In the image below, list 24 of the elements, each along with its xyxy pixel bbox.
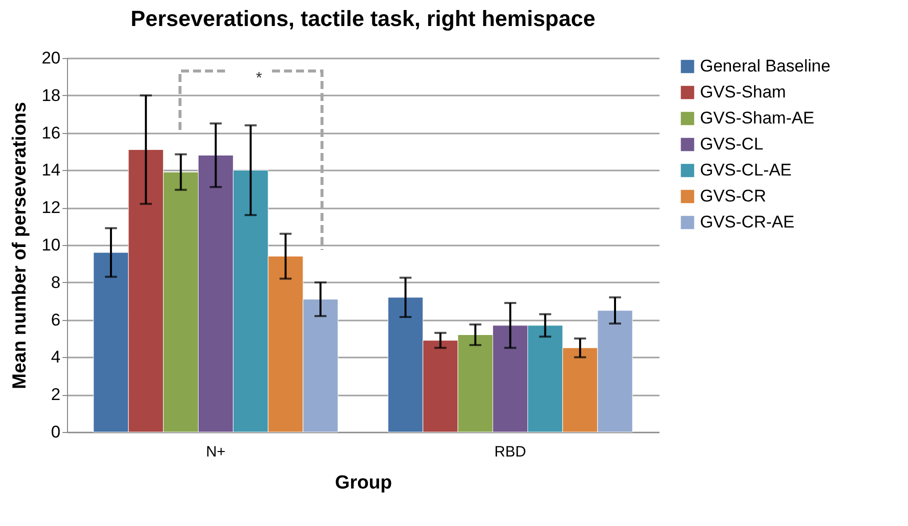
legend-label: GVS-CR-AE <box>700 212 794 232</box>
y-tick-label: 20 <box>42 48 60 68</box>
y-tick-label: 2 <box>51 385 60 404</box>
x-axis-title: Group <box>335 472 392 494</box>
y-tick-label: 8 <box>51 272 60 292</box>
y-tick-label: 12 <box>42 198 60 218</box>
legend-label: GVS-CR <box>700 186 766 206</box>
legend-label: General Baseline <box>700 56 830 76</box>
y-tick-label: 18 <box>42 86 60 105</box>
y-axis-title: Mean number of perseverations <box>10 102 31 390</box>
legend-label: GVS-Sham-AE <box>700 108 814 128</box>
y-tick-label: 0 <box>51 422 60 442</box>
y-tick-label: 4 <box>51 348 60 367</box>
x-tick-label: N+ <box>206 444 226 460</box>
x-tick-label: RBD <box>494 444 526 460</box>
legend-label: GVS-CL-AE <box>700 160 792 180</box>
legend-label: GVS-Sham <box>700 82 786 102</box>
y-tick-label: 10 <box>42 236 60 254</box>
y-tick-label: 6 <box>51 310 60 330</box>
y-tick-label: 16 <box>42 123 60 142</box>
legend-label: GVS-CL <box>700 134 764 154</box>
annotation: * <box>256 70 262 87</box>
chart-title: Perseverations, tactile task, right hemispace <box>130 6 596 31</box>
y-tick-label: 14 <box>42 160 60 180</box>
